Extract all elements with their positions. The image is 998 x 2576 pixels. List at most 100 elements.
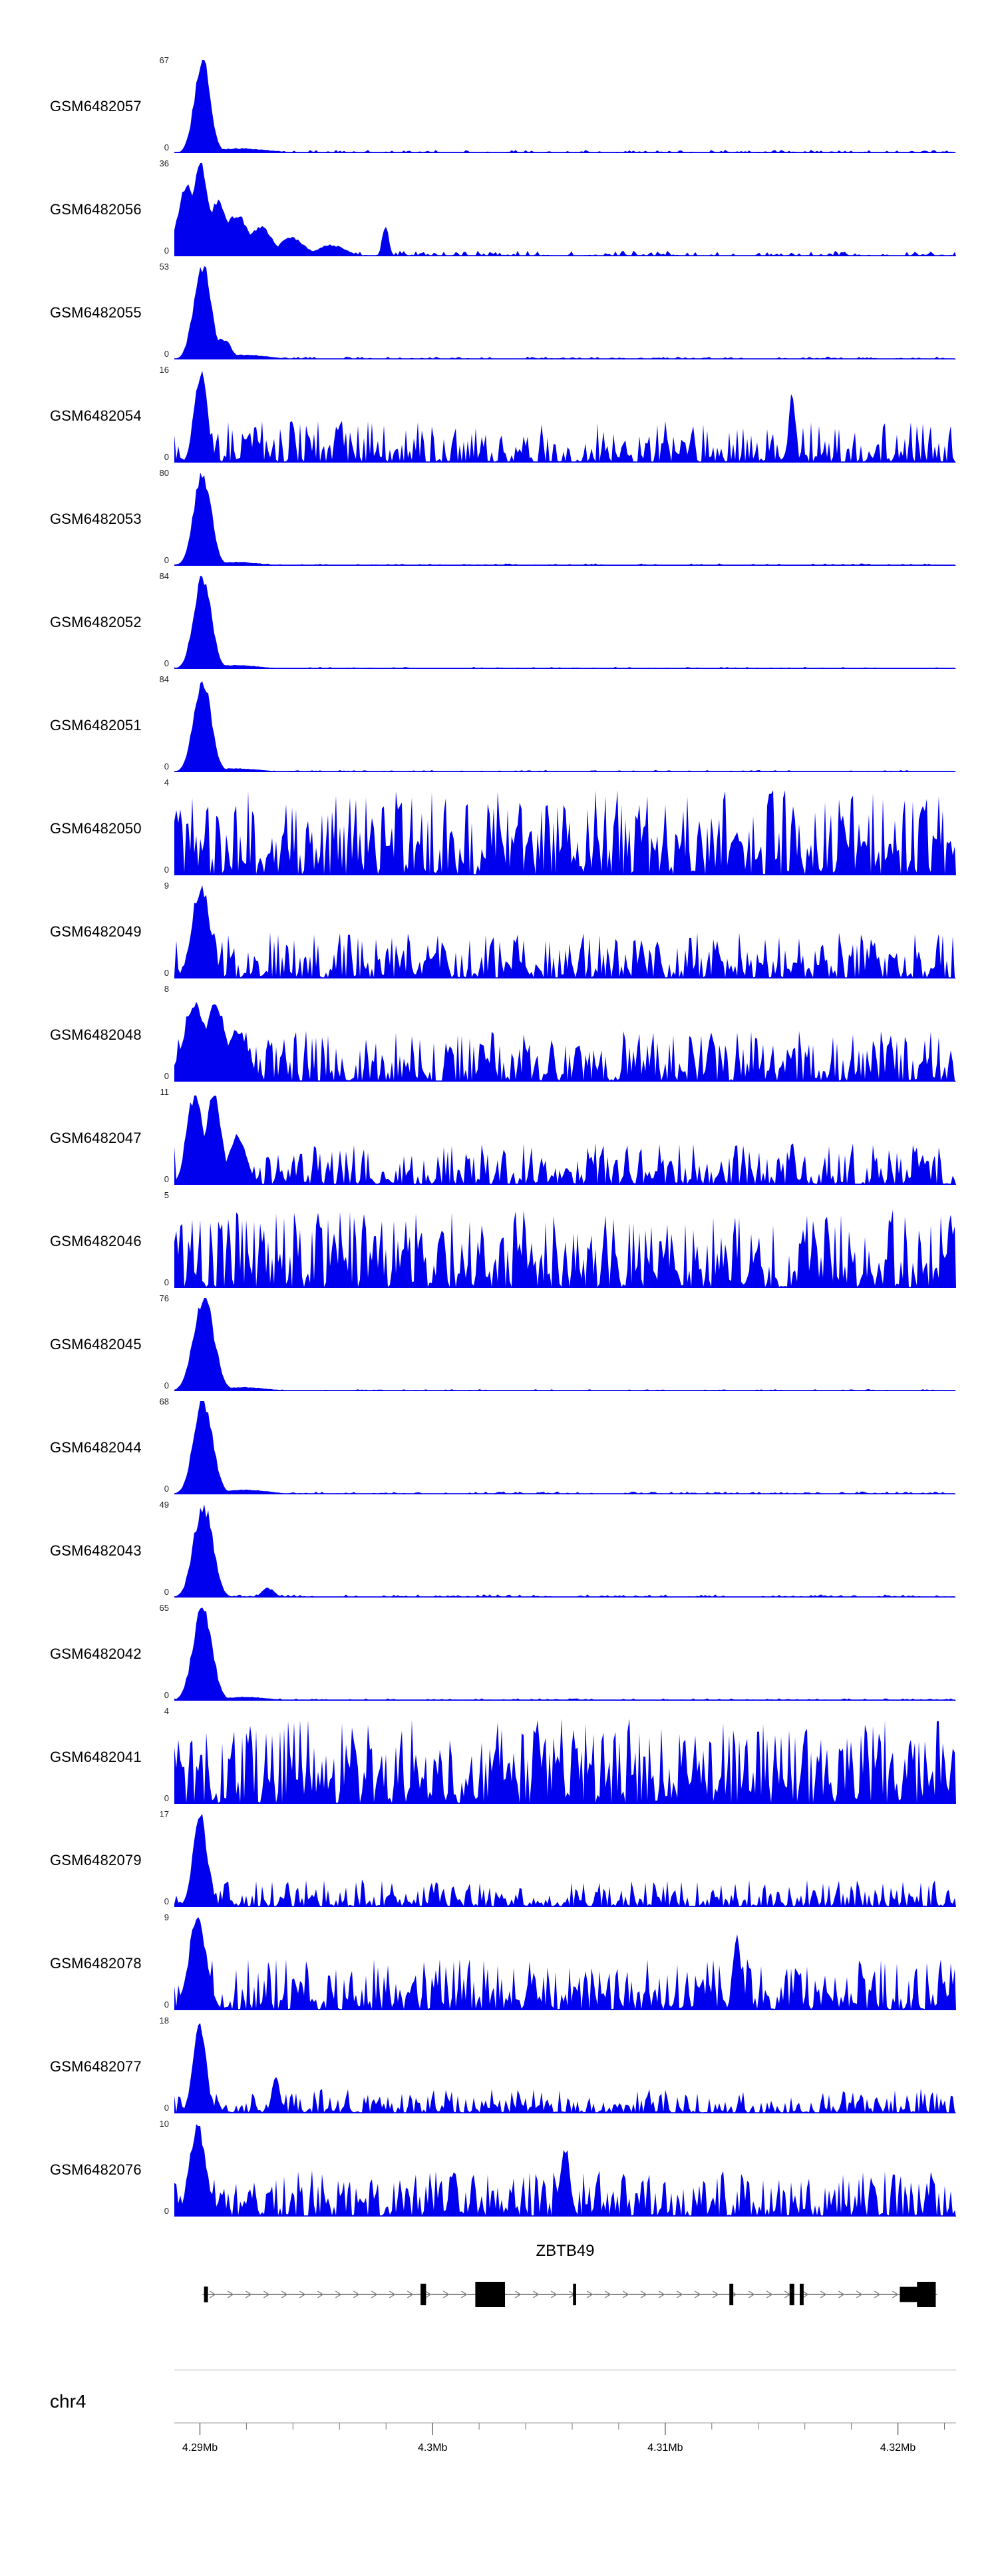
coverage-plot-svg (174, 1718, 956, 1804)
genome-coordinate-ruler: 4.29Mb 4.3Mb 4.31Mb 4.32Mb (174, 2422, 956, 2454)
ruler-tick-label: 4.29Mb (182, 2442, 218, 2454)
coverage-plot (174, 1195, 956, 1288)
track-ymin-label: 0 (164, 1690, 169, 1700)
coverage-plot-svg (174, 1504, 956, 1598)
track-ymax-label: 4 (164, 777, 169, 787)
exon-block (573, 2283, 576, 2306)
track-ymin-label: 0 (164, 1381, 169, 1391)
track-label: GSM6482079 (50, 1851, 142, 1868)
signal-track-row: GSM6482077 18 0 (0, 2015, 998, 2118)
track-ymax-label: 80 (159, 468, 169, 478)
coverage-plot-svg (174, 1002, 956, 1082)
track-ymax-label: 18 (159, 2016, 169, 2026)
track-label: GSM6482048 (50, 1026, 142, 1043)
track-ymin-label: 0 (164, 2103, 169, 2113)
track-ymin-label: 0 (164, 1484, 169, 1494)
signal-track-row: GSM6482057 67 0 (0, 55, 998, 158)
coverage-plot-svg (174, 2023, 956, 2113)
coverage-plot (174, 576, 956, 669)
track-ymin-label: 0 (164, 1277, 169, 1287)
coverage-tracks-container: GSM6482057 67 0 GSM6482056 36 0 GSM6482055 53 0 G… (0, 55, 998, 2225)
track-ymax-label: 84 (159, 571, 169, 581)
ruler-tick-label: 4.31Mb (647, 2442, 683, 2454)
coverage-plot-svg (174, 2124, 956, 2217)
signal-track-row: GSM6482049 9 0 (0, 880, 998, 983)
coverage-plot-svg (174, 1401, 956, 1494)
coverage-plot (174, 782, 956, 875)
coverage-plot (174, 1917, 956, 2010)
coverage-plot-svg (174, 790, 956, 875)
coverage-plot (174, 885, 956, 978)
track-ymin-label: 0 (164, 761, 169, 771)
chromosome-label: chr4 (50, 2391, 86, 2412)
track-ymax-label: 36 (159, 158, 169, 168)
signal-track-row: GSM6482055 53 0 (0, 261, 998, 364)
gene-model (202, 2282, 937, 2307)
track-label: GSM6482051 (50, 716, 142, 734)
signal-track-row: GSM6482056 36 0 (0, 158, 998, 261)
track-label: GSM6482049 (50, 923, 142, 940)
coverage-plot (174, 679, 956, 772)
coverage-plot (174, 473, 956, 566)
track-ymax-label: 65 (159, 1603, 169, 1613)
coverage-plot-svg (174, 1608, 956, 1701)
track-ymin-label: 0 (164, 1174, 169, 1184)
coverage-plot-svg (174, 1814, 956, 1907)
signal-track-row: GSM6482078 9 0 (0, 1912, 998, 2015)
track-ymin-label: 0 (164, 968, 169, 978)
coverage-plot (174, 60, 956, 153)
gene-name-label: ZBTB49 (536, 2242, 595, 2260)
track-ymax-label: 49 (159, 1500, 169, 1510)
signal-track-row: GSM6482054 16 0 (0, 364, 998, 467)
gene-annotation-track: ZBTB49 (174, 2242, 956, 2328)
track-ymin-label: 0 (164, 452, 169, 462)
exon-block (789, 2283, 794, 2306)
exon-block (204, 2286, 208, 2302)
track-label: GSM6482042 (50, 1645, 142, 1662)
coverage-plot-svg (174, 1209, 956, 1288)
signal-track-row: GSM6482053 80 0 (0, 467, 998, 570)
coverage-plot (174, 266, 956, 359)
coverage-plot (174, 1504, 956, 1598)
exon-block (917, 2282, 936, 2307)
track-label: GSM6482055 (50, 304, 142, 321)
track-ymin-label: 0 (164, 1896, 169, 1906)
coverage-plot (174, 163, 956, 256)
coverage-plot (174, 988, 956, 1082)
track-ymax-label: 8 (164, 984, 169, 994)
coverage-plot-svg (174, 163, 956, 256)
coverage-plot (174, 1711, 956, 1804)
track-label: GSM6482076 (50, 2161, 142, 2178)
coverage-plot (174, 1608, 956, 1701)
coverage-plot (174, 1092, 956, 1185)
coverage-plot-svg (174, 1095, 956, 1185)
track-label: GSM6482054 (50, 407, 142, 424)
track-label: GSM6482078 (50, 1954, 142, 1972)
track-ymin-label: 0 (164, 1071, 169, 1081)
track-ymax-label: 17 (159, 1809, 169, 1819)
coverage-plot (174, 2020, 956, 2113)
track-ymin-label: 0 (164, 246, 169, 256)
track-ymin-label: 0 (164, 349, 169, 359)
track-ymax-label: 10 (159, 2119, 169, 2129)
track-label: GSM6482044 (50, 1438, 142, 1456)
ruler-tick-label: 4.3Mb (418, 2442, 448, 2454)
track-ymin-label: 0 (164, 142, 169, 152)
coverage-plot-svg (174, 681, 956, 772)
coverage-plot (174, 369, 956, 463)
coverage-plot (174, 1401, 956, 1494)
track-label: GSM6482052 (50, 613, 142, 630)
signal-track-row: GSM6482041 4 0 (0, 1705, 998, 1809)
track-ymin-label: 0 (164, 658, 169, 668)
track-ymax-label: 84 (159, 674, 169, 684)
coverage-plot-svg (174, 1298, 956, 1391)
signal-track-row: GSM6482050 4 0 (0, 777, 998, 880)
track-label: GSM6482041 (50, 1748, 142, 1765)
track-label: GSM6482043 (50, 1542, 142, 1559)
exon-block (800, 2283, 804, 2306)
signal-track-row: GSM6482043 49 0 (0, 1499, 998, 1602)
ruler-tick-label: 4.32Mb (880, 2442, 915, 2454)
track-ymin-label: 0 (164, 1793, 169, 1803)
signal-track-row: GSM6482048 8 0 (0, 983, 998, 1086)
coverage-plot-svg (174, 266, 956, 359)
